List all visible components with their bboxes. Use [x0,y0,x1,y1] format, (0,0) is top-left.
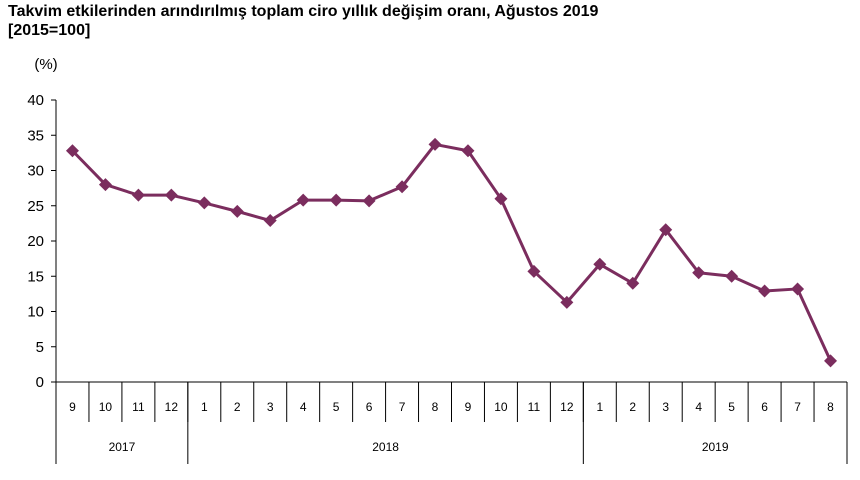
data-point-marker [560,295,574,309]
y-unit-label: (%) [34,56,57,73]
data-point-marker [329,193,343,207]
y-tick-label: 25 [27,198,44,215]
x-tick-label: 1 [201,400,208,414]
data-point-marker [197,196,211,210]
series-line [71,142,832,362]
x-tick-label: 6 [761,400,768,414]
x-tick-label: 12 [165,400,179,414]
x-tick-label: 8 [827,400,834,414]
data-point-marker [263,214,277,228]
x-tick-label: 11 [132,400,145,414]
y-tick-label: 20 [27,233,44,250]
x-tick-label: 9 [69,400,76,414]
data-point-marker [461,144,475,158]
x-tick-label: 5 [333,400,340,414]
data-point-marker [725,269,739,283]
data-point-marker [824,354,838,368]
series-layer [65,137,838,368]
y-tick-label: 0 [36,374,44,391]
chart-subtitle: [2015=100] [8,22,91,39]
data-point-marker [527,264,541,278]
year-label: 2019 [702,440,729,454]
data-point-marker [692,266,706,280]
data-point-marker [791,282,805,296]
data-point-marker [758,284,772,298]
x-tick-label: 4 [300,400,307,414]
x-tick-label: 6 [366,400,373,414]
x-tick-label: 3 [267,400,274,414]
x-tick-label: 8 [432,400,439,414]
x-tick-label: 7 [399,400,406,414]
x-tick-label: 1 [596,400,603,414]
data-point-marker [98,178,112,192]
data-point-marker [65,144,79,158]
year-label: 2017 [109,440,136,454]
x-tick-label: 11 [528,400,541,414]
data-point-marker [626,276,640,290]
y-tick-label: 10 [27,304,44,321]
data-point-marker [659,223,673,237]
data-point-marker [164,188,178,202]
data-point-marker [230,204,244,218]
x-tick-label: 2 [234,400,241,414]
data-point-marker [131,188,145,202]
y-tick-label: 40 [27,92,44,109]
y-tick-label: 35 [27,127,44,144]
x-tick-label: 12 [560,400,574,414]
x-tick-label: 10 [494,400,508,414]
data-point-marker [395,180,409,194]
x-tick-label: 7 [794,400,801,414]
x-tick-label: 4 [695,400,702,414]
year-label: 2018 [372,440,399,454]
data-point-marker [428,137,442,151]
chart-title-block: Takvim etkilerinden arındırılmış toplam … [8,2,598,40]
x-tick-label: 9 [465,400,472,414]
x-tick-label: 5 [728,400,735,414]
data-point-marker [494,192,508,206]
y-tick-label: 5 [36,339,44,356]
data-point-marker [296,193,310,207]
chart-title: Takvim etkilerinden arındırılmış toplam … [8,3,599,20]
x-tick-label: 2 [629,400,636,414]
data-point-marker [362,194,376,208]
x-tick-label: 10 [99,400,113,414]
y-tick-label: 30 [27,163,44,180]
data-point-marker [593,257,607,271]
x-tick-label: 3 [662,400,669,414]
y-tick-label: 15 [27,268,44,285]
